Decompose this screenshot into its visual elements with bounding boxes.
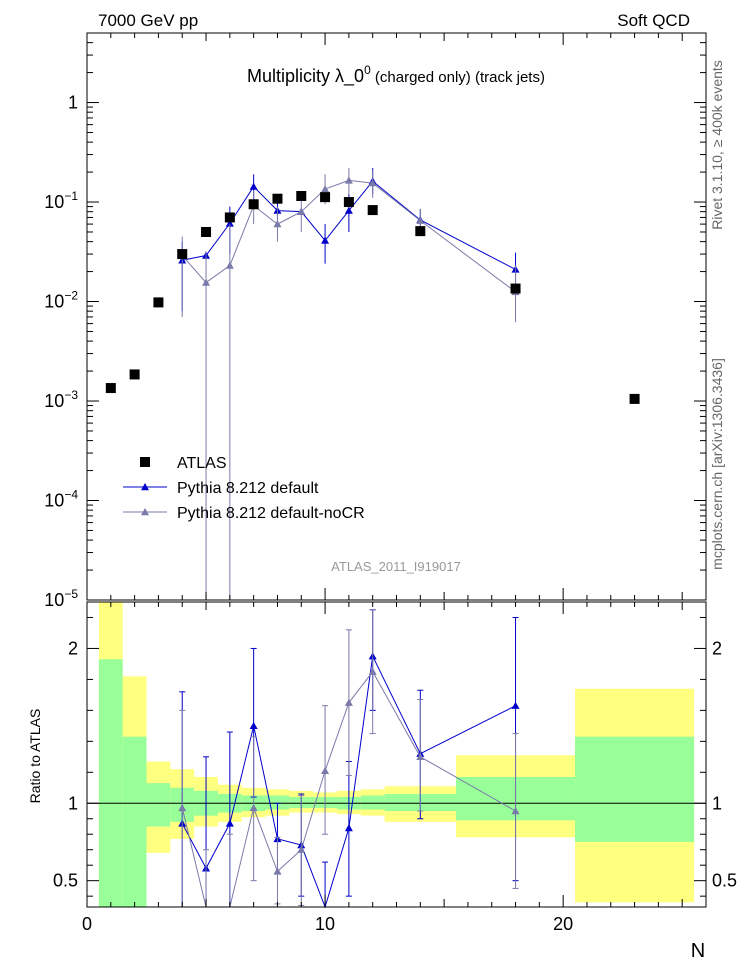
series-point: [344, 176, 353, 184]
series-point: [368, 179, 377, 187]
series-point: [321, 236, 330, 244]
ratio-tick-label-left: 2: [68, 638, 78, 658]
ratio-tick-label-left: 1: [68, 793, 78, 813]
legend-label: Pythia 8.212 default-noCR: [177, 505, 365, 522]
series-point: [225, 219, 234, 227]
series-point: [321, 185, 330, 193]
ratio-point: [225, 819, 234, 827]
x-tick-label: 20: [553, 914, 573, 934]
ratio-ylabel: Ratio to ATLAS: [27, 709, 43, 804]
ratio-band-green: [146, 783, 171, 827]
ratio-point: [416, 752, 425, 761]
data-point: [201, 226, 212, 237]
y-tick-label: 1: [68, 93, 78, 113]
ratio-tick-label-right: 2: [712, 638, 722, 658]
data-point: [296, 190, 307, 201]
legend-marker-triangle: [141, 483, 149, 491]
ratio-band-green: [575, 736, 695, 842]
y-tick-label: 10−4: [44, 488, 78, 511]
data-point: [177, 249, 188, 260]
data-point: [105, 383, 116, 394]
x-tick-label: 10: [315, 914, 335, 934]
ratio-plot-series: [178, 609, 520, 909]
mcplots-label: mcplots.cern.ch [arXiv:1306.3436]: [709, 358, 725, 570]
legend-label: ATLAS: [177, 455, 227, 472]
ratio-band-green: [360, 795, 385, 810]
legend: ATLAS Pythia 8.212 default Pythia 8.212 de…: [123, 455, 365, 522]
ratio-point: [321, 766, 330, 774]
ratio-point: [511, 701, 520, 709]
data-point: [629, 393, 640, 404]
analysis-watermark: ATLAS_2011_I919017: [331, 559, 461, 574]
ratio-point: [249, 721, 258, 730]
ratio-tick-label-right: 1: [712, 793, 722, 813]
data-point: [129, 369, 140, 380]
ratio-point: [368, 667, 377, 675]
legend-marker-triangle: [141, 508, 149, 516]
category-label: Soft QCD: [617, 11, 690, 30]
ratio-point: [344, 824, 353, 832]
data-point: [320, 192, 331, 203]
series-point: [202, 278, 211, 286]
y-tick-label: 10−3: [44, 388, 78, 411]
data-point: [367, 205, 378, 216]
ratio-band-green: [265, 795, 290, 810]
data-point: [415, 226, 426, 237]
data-point: [153, 297, 164, 308]
series-point: [273, 220, 282, 228]
legend-label: Pythia 8.212 default: [177, 480, 319, 497]
ratio-tick-label-left: 0.5: [53, 871, 78, 891]
series-point: [249, 182, 258, 190]
chart-title: Multiplicity λ_00 (charged only) (track …: [247, 63, 545, 87]
y-tick-label: 10−1: [44, 189, 78, 212]
y-tick-label: 10−5: [44, 587, 78, 610]
x-tick-label: 0: [82, 914, 92, 934]
ratio-band-green: [122, 736, 147, 907]
data-point: [510, 283, 521, 294]
series-point: [344, 206, 353, 214]
y-tick-label: 10−2: [44, 289, 78, 312]
series-point: [416, 216, 425, 224]
rivet-label: Rivet 3.1.10, ≥ 400k events: [709, 60, 725, 230]
data-point: [224, 212, 235, 223]
energy-label: 7000 GeV pp: [98, 11, 198, 30]
legend-marker-square: [140, 457, 150, 467]
axis-ticks: 0 10 20 1 10−1 10−2 10−3 10−4 10−5 0.5 0.5 1 1 2 2: [44, 32, 737, 934]
series-point: [225, 261, 234, 269]
main-plot-series: [105, 167, 640, 600]
data-point: [272, 193, 283, 204]
data-point: [343, 197, 354, 208]
data-point: [248, 199, 259, 210]
ratio-point: [249, 803, 258, 812]
ratio-band-green: [98, 659, 123, 907]
ratio-point: [511, 807, 520, 815]
ratio-tick-label-right: 0.5: [712, 871, 737, 891]
series-point: [297, 207, 306, 215]
x-axis-label: N: [691, 940, 705, 962]
ratio-point: [178, 803, 187, 812]
ratio-uncertainty-bands: [98, 602, 695, 907]
ratio-point: [273, 867, 282, 875]
ratio-point: [297, 845, 306, 853]
ratio-point: [344, 698, 353, 706]
